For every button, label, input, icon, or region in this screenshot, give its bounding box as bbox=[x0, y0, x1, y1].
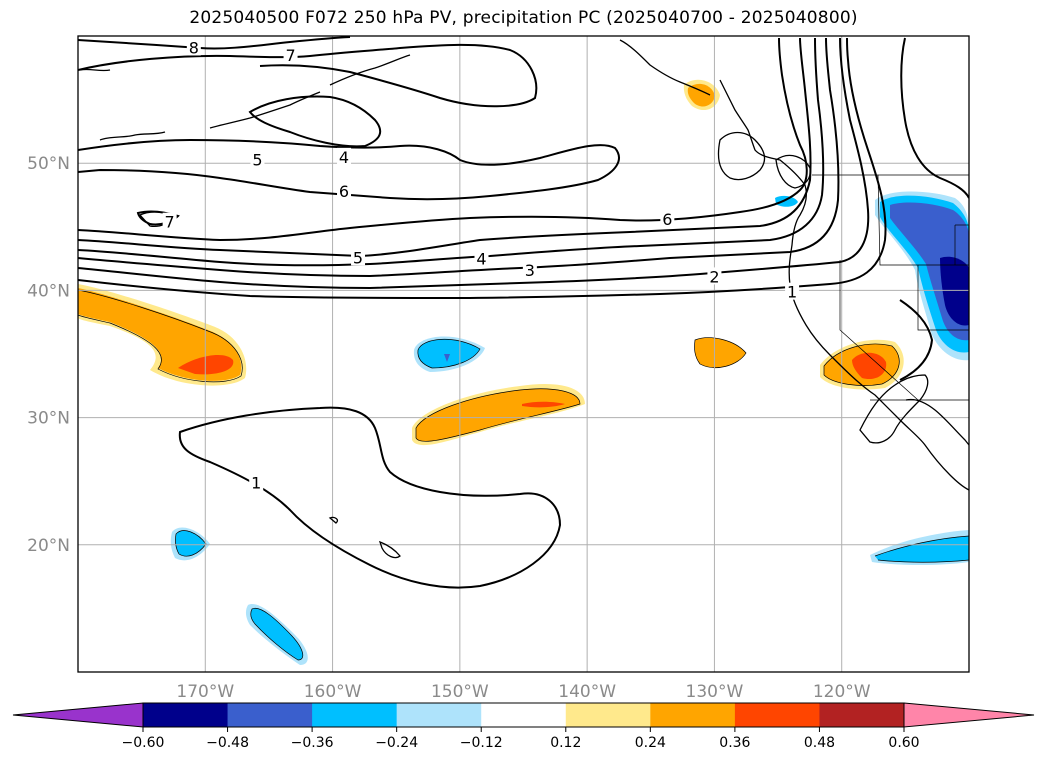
colorbar-segment bbox=[143, 703, 229, 727]
contour-label: 7 bbox=[285, 46, 295, 65]
colorbar-tick-label: −0.24 bbox=[375, 735, 418, 751]
contour-label-bg bbox=[785, 282, 800, 300]
colorbar-segment bbox=[312, 703, 398, 727]
contour-label: 4 bbox=[476, 250, 486, 269]
pv-contour-1 bbox=[900, 37, 969, 199]
pv-contour-7 bbox=[78, 43, 538, 108]
pv-contour-2 bbox=[78, 37, 870, 290]
pv-contours bbox=[78, 36, 969, 589]
pv-contour-1 bbox=[78, 37, 887, 300]
pv-contour-1 bbox=[899, 299, 934, 381]
lon-tick-label: 150°W bbox=[431, 682, 489, 702]
precip-negative-region bbox=[775, 195, 798, 207]
colorbar-outline bbox=[142, 702, 905, 728]
colorbar-tick-label: −0.36 bbox=[291, 735, 334, 751]
colorbar-tick-label: 0.24 bbox=[635, 735, 666, 751]
lon-tick-label: 170°W bbox=[176, 682, 234, 702]
map-frame bbox=[77, 35, 970, 673]
contour-label-bg bbox=[283, 46, 298, 64]
contour-label: 5 bbox=[353, 248, 363, 267]
precip-strong-positive-region bbox=[852, 352, 887, 380]
coastlines bbox=[79, 39, 969, 559]
gridlines bbox=[78, 36, 969, 672]
contour-label: 7 bbox=[165, 213, 175, 232]
colorbar-extend-high bbox=[903, 702, 1035, 728]
precip-positive-region bbox=[416, 388, 580, 442]
pv-contour-8 bbox=[78, 36, 351, 50]
contour-label-bg bbox=[250, 150, 265, 168]
longitude-labels: 170°W 160°W 150°W 140°W 130°W 120°W bbox=[176, 682, 870, 702]
contour-label-bg bbox=[660, 210, 675, 228]
contour-label: 6 bbox=[662, 210, 672, 229]
colorbar-extend-low bbox=[12, 702, 144, 728]
contour-label-bg bbox=[186, 38, 201, 56]
contour-label-bg bbox=[522, 261, 537, 279]
chart-title: 2025040500 F072 250 hPa PV, precipitatio… bbox=[189, 8, 858, 28]
contour-label-bg bbox=[707, 267, 722, 285]
colorbar-segment bbox=[396, 703, 482, 727]
contour-label-bg bbox=[249, 473, 264, 491]
precip-positive-region bbox=[694, 337, 746, 368]
precip-strong-positive-region bbox=[522, 401, 565, 408]
colorbar-segment bbox=[481, 703, 567, 727]
latitude-labels: 50°N 40°N 30°N 20°N bbox=[27, 154, 70, 556]
pv-contour-4 bbox=[248, 95, 382, 148]
colorbar-tick-label: 0.36 bbox=[719, 735, 750, 751]
precip-positive-region bbox=[687, 83, 715, 107]
pv-contour-3 bbox=[78, 37, 840, 278]
contour-label: 3 bbox=[525, 261, 535, 280]
contour-label: 1 bbox=[787, 283, 797, 302]
contour-labels: 8 7 4 5 6 7 6 5 4 3 2 1 1 bbox=[162, 38, 800, 492]
colorbar-tick-label: −0.12 bbox=[460, 735, 503, 751]
precip-negative-region bbox=[250, 608, 303, 660]
colorbar-tick-label: −0.48 bbox=[206, 735, 249, 751]
contour-label: 4 bbox=[339, 148, 349, 167]
lon-tick-label: 120°W bbox=[813, 682, 871, 702]
precip-outline bbox=[78, 289, 969, 661]
colorbar-segment bbox=[650, 703, 736, 727]
precip-negative-region bbox=[417, 339, 480, 368]
colorbar-segment bbox=[734, 703, 820, 727]
lon-tick-label: 130°W bbox=[686, 682, 744, 702]
contour-label-bg bbox=[474, 249, 489, 267]
colorbar-segment bbox=[227, 703, 313, 727]
contour-label: 5 bbox=[252, 150, 262, 169]
pv-contour-5 bbox=[78, 37, 812, 258]
colorbar-segment bbox=[565, 703, 651, 727]
contour-label-bg bbox=[337, 182, 352, 200]
precip-extreme-negative-region bbox=[940, 256, 969, 326]
lon-tick-label: 160°W bbox=[304, 682, 362, 702]
precip-negative-region bbox=[175, 530, 206, 557]
pv-contour-4 bbox=[78, 37, 825, 267]
colorbar-tick-label: 0.12 bbox=[550, 735, 581, 751]
contour-label-bg bbox=[162, 212, 177, 230]
contour-label: 6 bbox=[339, 182, 349, 201]
colorbar-tick-label: −0.60 bbox=[122, 735, 165, 751]
lon-tick-label: 140°W bbox=[558, 682, 616, 702]
lat-tick-label: 50°N bbox=[27, 154, 70, 174]
contour-label: 8 bbox=[189, 38, 199, 57]
pv-contour-5 bbox=[78, 138, 620, 201]
lat-tick-label: 20°N bbox=[27, 536, 70, 556]
contour-label-bg bbox=[351, 248, 366, 266]
colorbar-tick-label: 0.60 bbox=[888, 735, 919, 751]
lat-tick-label: 30°N bbox=[27, 409, 70, 429]
contour-label: 2 bbox=[709, 267, 719, 286]
pv-contour-1 bbox=[178, 406, 562, 589]
colorbar-tick-label: 0.48 bbox=[804, 735, 835, 751]
pv-contour-6 bbox=[78, 37, 808, 242]
contour-label-bg bbox=[337, 147, 352, 165]
contour-label: 1 bbox=[251, 473, 261, 492]
lat-tick-label: 40°N bbox=[27, 281, 70, 301]
precip-negative-region bbox=[875, 536, 969, 563]
colorbar: −0.60 −0.48 −0.36 −0.24 −0.12 0.12 0.24 0.36 0.4… bbox=[12, 702, 1035, 751]
precip-strong-negative-region bbox=[444, 354, 450, 362]
colorbar-segment bbox=[819, 703, 905, 727]
precipitation-shading bbox=[78, 79, 969, 665]
